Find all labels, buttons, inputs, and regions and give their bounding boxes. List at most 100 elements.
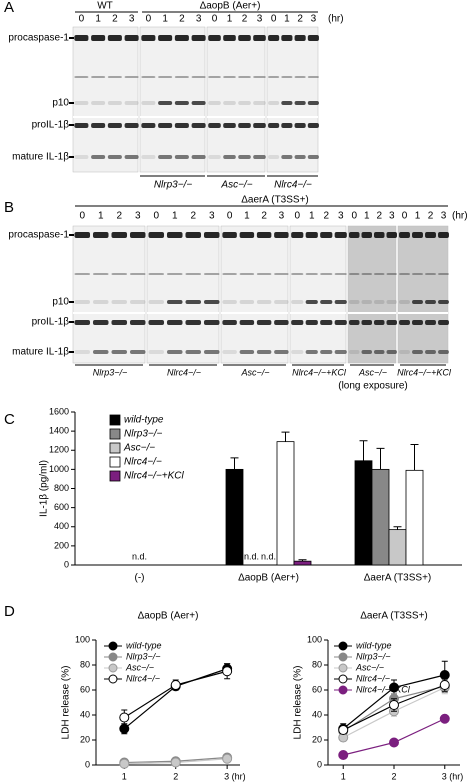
genotype: Nlrp3−/−: [93, 367, 128, 377]
blot-band: [253, 155, 266, 159]
blot-band: [124, 123, 139, 128]
blot-band: [307, 101, 319, 105]
blot-band: [107, 35, 122, 41]
blot-band: [222, 273, 237, 275]
y-tick-label: 600: [54, 502, 69, 512]
point: [170, 757, 181, 768]
blot-band: [222, 300, 237, 304]
x-tick-label: 2: [391, 771, 396, 781]
blot-band: [374, 300, 385, 304]
row-label: p10: [52, 297, 69, 308]
blot-band: [185, 232, 202, 238]
y-axis-label: LDH release (%): [61, 666, 72, 740]
error-bar: [393, 526, 402, 530]
blot-band: [320, 300, 333, 304]
blot-band: [124, 101, 139, 105]
blot-band: [239, 300, 255, 304]
legend-label: Nlrp3−/−: [126, 651, 161, 661]
blot-band: [141, 35, 156, 41]
blot-band: [412, 273, 423, 275]
blot-band: [239, 273, 255, 275]
blot-band: [107, 155, 122, 159]
blot-band: [291, 320, 304, 325]
lane-label: 3: [257, 14, 263, 25]
lane-label: 2: [297, 14, 303, 25]
blot-band: [256, 350, 272, 354]
x-tick-label: ΔaerA (T3SS+): [364, 573, 432, 584]
blot-band: [294, 123, 306, 128]
blot-band: [412, 350, 423, 354]
legend-label: Asc−/−: [125, 662, 154, 672]
genotype: Nlrp3−/−: [154, 180, 193, 191]
legend-label: Nlrc4−/−: [356, 673, 390, 683]
blot-band: [174, 76, 189, 78]
bar: [388, 529, 407, 566]
series-line: [343, 718, 446, 756]
blot-band: [274, 273, 289, 275]
blot-band: [425, 350, 436, 354]
blot-band: [111, 300, 128, 304]
genotype: Nlrc4−/−: [167, 367, 201, 377]
blot-band: [158, 155, 173, 159]
blot-band: [281, 101, 293, 105]
blot-band: [374, 232, 385, 238]
lane-label: 0: [79, 211, 85, 222]
row-label: procaspase-1: [8, 33, 69, 44]
panel-label: A: [4, 0, 14, 16]
blot-band: [238, 123, 251, 128]
blot-band: [129, 350, 146, 354]
y-tick-label: 60: [80, 684, 90, 694]
y-tick-label: 100: [307, 634, 322, 644]
blot-band: [74, 273, 91, 275]
lane-label: 2: [179, 14, 185, 25]
blot-image: [289, 225, 347, 364]
legend-marker: [108, 641, 118, 651]
lane-label: 3: [129, 14, 135, 25]
lane-label: 1: [95, 14, 101, 25]
blot-band: [268, 76, 280, 78]
y-axis-label: LDH release (%): [293, 666, 304, 740]
legend-marker: [338, 652, 348, 662]
lane-label: 3: [196, 14, 202, 25]
blot-band: [74, 350, 91, 354]
blot-band: [203, 320, 220, 325]
blot-band: [91, 35, 106, 41]
blot-band: [334, 273, 347, 275]
blot-band: [148, 300, 165, 304]
blot-band: [294, 101, 306, 105]
blot-band: [349, 350, 360, 354]
bar: [225, 468, 244, 566]
legend-swatch: [109, 456, 121, 468]
blot-band: [386, 232, 397, 238]
legend-swatch: [109, 428, 121, 440]
legend-label: Asc−/−: [355, 662, 384, 672]
blot-band: [203, 273, 220, 275]
lane-label: 2: [428, 211, 434, 222]
blot-band: [320, 350, 333, 354]
blot-image: [139, 26, 206, 173]
blot-band: [349, 273, 360, 275]
blot-band: [268, 101, 280, 105]
lane-label: 0: [227, 211, 233, 222]
legend-marker: [108, 663, 118, 673]
blot-band: [412, 232, 423, 238]
lane-label: 0: [271, 14, 277, 25]
blot-band: [74, 123, 89, 128]
blot-band: [253, 123, 266, 128]
panel-label: B: [4, 199, 14, 216]
blot-band: [185, 320, 202, 325]
y-tick-label: 1400: [49, 426, 69, 436]
lane-label: 1: [309, 211, 315, 222]
blot-band: [334, 232, 347, 238]
blot-band: [274, 320, 289, 325]
header: ΔaopB (Aer+): [200, 1, 261, 12]
blot-band: [268, 123, 280, 128]
lane-label: 2: [261, 211, 267, 222]
chart-title: ΔaerA (T3SS+): [360, 611, 428, 622]
y-tick-label: 0: [317, 759, 322, 769]
point: [222, 666, 233, 677]
blot-band: [320, 273, 333, 275]
blot-band: [438, 350, 449, 354]
y-tick-label: 100: [75, 634, 90, 644]
blot-band: [374, 320, 385, 325]
